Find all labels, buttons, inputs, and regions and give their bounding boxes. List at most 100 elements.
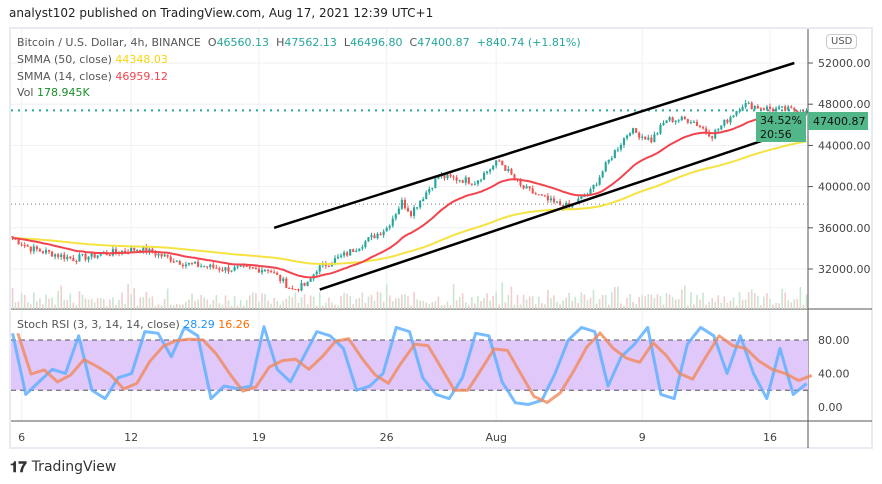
candle-body [589, 188, 592, 195]
candle-body [498, 160, 501, 162]
candle-body [531, 188, 534, 194]
candle-body [659, 124, 662, 134]
candle-body [327, 266, 330, 268]
volume-bar [598, 298, 601, 309]
volume-bar [36, 301, 38, 309]
candle-body [455, 177, 458, 181]
candle-body [181, 264, 184, 267]
stoch-tick-label: 0.00 [818, 401, 843, 414]
stoch-tick-label: 40.00 [818, 368, 850, 381]
volume-bar [252, 292, 254, 309]
currency-button[interactable]: USD [826, 34, 858, 49]
candle-body [346, 252, 349, 256]
volume-bar [63, 299, 66, 309]
stoch-legend[interactable]: Stoch RSI (3, 3, 14, 14, close) 28.29 16… [17, 318, 250, 331]
volume-bar [78, 291, 81, 309]
volume-bar [495, 292, 497, 309]
candle-body [680, 116, 683, 121]
candle-body [762, 108, 765, 110]
time-tick-label: Aug [485, 431, 506, 444]
volume-bar [413, 292, 415, 309]
volume-bar [449, 304, 452, 309]
candle-body [157, 253, 160, 256]
candle-body [416, 207, 419, 209]
symbol-legend: Bitcoin / U.S. Dollar, 4h, BINANCE O4656… [17, 36, 581, 49]
smma50-legend[interactable]: SMMA (50, close) 44348.03 [17, 53, 168, 66]
volume-bar [471, 297, 473, 309]
candle-body [635, 128, 638, 133]
candle-body [63, 254, 66, 259]
volume-bar [60, 285, 62, 309]
smma14-value: 46959.12 [115, 70, 168, 83]
volume-bar [416, 299, 418, 309]
volume-bar [793, 299, 796, 309]
candle-body [72, 258, 75, 262]
candle-body [747, 102, 750, 104]
candle-body [622, 138, 626, 145]
candle-body [504, 165, 507, 171]
volume-bar [659, 296, 662, 309]
volume-bar [571, 301, 574, 309]
candle-body [257, 268, 260, 273]
volume-bar [185, 301, 187, 309]
candle-body [753, 105, 756, 110]
candle-body [692, 121, 695, 123]
volume-bar [273, 297, 275, 309]
candle-body [193, 261, 197, 264]
volume-bar [738, 292, 741, 309]
time-tick-label: 9 [639, 431, 646, 444]
candle-body [577, 198, 580, 204]
volume-bar [367, 296, 370, 309]
tradingview-logo[interactable]: 𝟏𝟕 TradingView [10, 458, 116, 476]
candle-body [583, 196, 586, 198]
smma50-label: SMMA (50, close) [17, 53, 112, 66]
candle-body [458, 180, 461, 182]
volume-bar [325, 302, 327, 309]
candle-body [333, 258, 337, 264]
volume-bar [741, 299, 744, 309]
candle-body [218, 268, 221, 270]
candle-body [236, 266, 239, 268]
candle-body [212, 264, 215, 268]
volume-bar [790, 302, 793, 309]
candle-body [108, 255, 111, 257]
candle-body [628, 133, 632, 136]
stoch-tick-label: 80.00 [818, 334, 850, 347]
volume-bar [562, 300, 564, 309]
candle-body [729, 117, 732, 123]
close-value: 47400.87 [417, 36, 470, 49]
smma14-legend[interactable]: SMMA (14, close) 46959.12 [17, 70, 168, 83]
candle-body [686, 119, 689, 123]
candle-body [114, 249, 118, 253]
volume-bar [760, 305, 762, 309]
volume-legend[interactable]: Vol 178.945K [17, 86, 90, 99]
candle-body [336, 256, 340, 259]
volume-bar [696, 294, 698, 309]
candle-body [133, 247, 136, 251]
candle-body [537, 194, 540, 196]
candle-body [595, 184, 598, 186]
candle-body [60, 254, 63, 257]
volume-bar [617, 286, 619, 309]
volume-bar [781, 288, 783, 309]
volume-bar [468, 305, 470, 309]
candle-body [294, 288, 297, 290]
volume-bar [124, 303, 126, 309]
candle-body [69, 256, 72, 259]
last-price-label-bg [808, 112, 868, 130]
volume-bar [26, 302, 29, 309]
candle-body [428, 188, 431, 193]
volume-bar [607, 304, 610, 309]
candle-body [668, 117, 671, 121]
volume-bar [17, 301, 20, 309]
volume-bar [145, 291, 148, 309]
candle-body [361, 247, 364, 249]
volume-bar [668, 294, 671, 309]
candle-body [57, 254, 60, 257]
volume-bar [127, 284, 129, 309]
volume-bar [784, 292, 786, 309]
volume-bar [708, 301, 710, 309]
candle-body [96, 255, 99, 258]
candle-body [650, 137, 653, 143]
